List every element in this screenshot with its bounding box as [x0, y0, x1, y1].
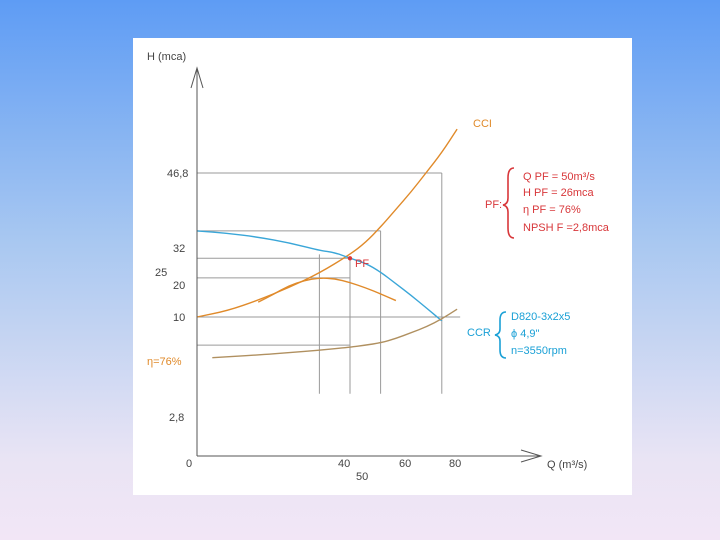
- operating-point-marker: [347, 256, 353, 261]
- series-label-ccr: CCR: [467, 327, 491, 339]
- operating-point-label: PF: [355, 258, 369, 270]
- y-tick-label: 20: [173, 280, 185, 292]
- chart-panel: H (mca) Q (m³/s) 46,8 32 25 20 10 2,8 0 …: [133, 38, 632, 495]
- y-tick-label: 25: [155, 267, 167, 279]
- pf-line: H PF = 26mca: [523, 187, 594, 199]
- y-tick-label: 2,8: [169, 412, 184, 424]
- pf-line: Q PF = 50m³/s: [523, 171, 595, 183]
- series-layer: [196, 128, 458, 359]
- pump-line: D820-3x2x5: [511, 311, 570, 323]
- marks-layer: [347, 256, 353, 261]
- series-line-3: [212, 308, 458, 359]
- pf-brace-icon: [502, 167, 515, 239]
- guide-lines: [197, 172, 461, 394]
- pump-curve-chart: H (mca) Q (m³/s) 46,8 32 25 20 10 2,8 0 …: [147, 51, 610, 483]
- y-axis-label: H (mca): [147, 51, 186, 63]
- efficiency-label: η=76%: [147, 356, 182, 368]
- pump-brace-icon: [494, 311, 507, 359]
- x-tick-label: 50: [356, 471, 368, 483]
- series-line-0: [196, 128, 458, 318]
- series-label-cci: CCI: [473, 118, 492, 130]
- x-tick-label: 80: [449, 458, 461, 470]
- y-tick-label: 32: [173, 243, 185, 255]
- pump-line: ϕ 4,9": [511, 328, 540, 340]
- y-tick-label: 46,8: [167, 168, 188, 180]
- x-tick-label: 0: [186, 458, 192, 470]
- y-axis-arrow-icon: [190, 66, 204, 89]
- pf-line: η PF = 76%: [523, 204, 581, 216]
- y-tick-label: 10: [173, 312, 185, 324]
- pf-block-label: PF:: [485, 199, 502, 211]
- x-tick-label: 60: [399, 458, 411, 470]
- x-axis-label: Q (m³/s): [547, 459, 587, 471]
- pump-line: n=3550rpm: [511, 345, 567, 357]
- x-axis-arrow-icon: [520, 449, 543, 463]
- series-line-2: [257, 277, 397, 303]
- x-tick-label: 40: [338, 458, 350, 470]
- pf-line: NPSH F =2,8mca: [523, 222, 610, 234]
